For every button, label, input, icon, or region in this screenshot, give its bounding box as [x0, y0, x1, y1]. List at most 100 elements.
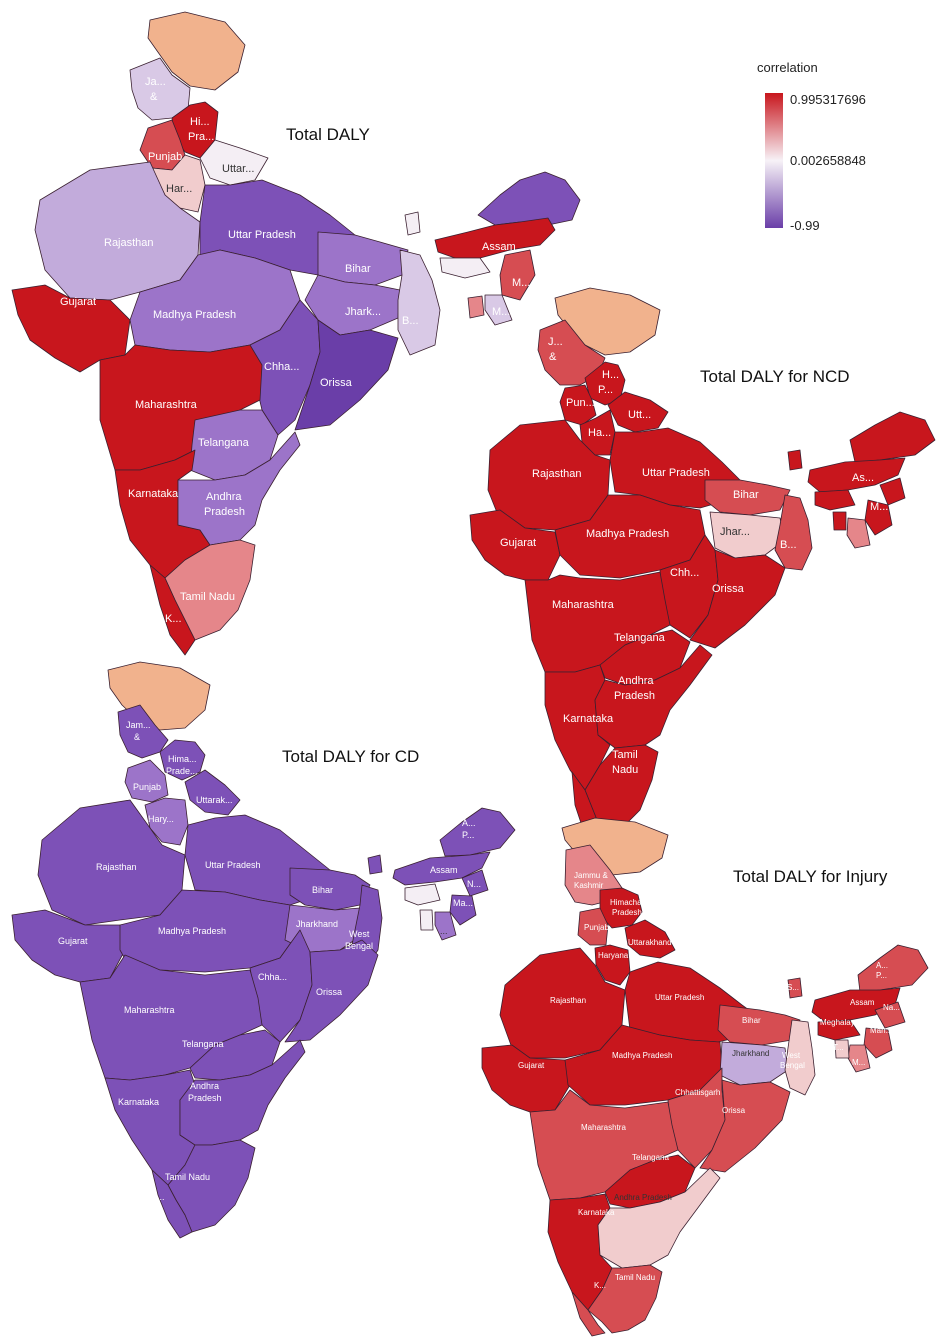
- region-bihar: [317, 231, 409, 286]
- label-meghalaya: ...: [440, 926, 448, 936]
- legend-mid-label: 0.002658848: [790, 153, 866, 168]
- label-jharkhand: Jharkhand: [732, 1049, 769, 1058]
- region-bihar: [704, 479, 791, 516]
- label-madhya-pradesh: Madhya Pradesh: [612, 1051, 672, 1060]
- region-arunachal: [849, 411, 936, 463]
- label-manipur: Ma...: [453, 898, 473, 908]
- region-tamil-nadu: [587, 1264, 663, 1334]
- label-arunachal-1: A...: [462, 818, 476, 828]
- label-chhattisgarh: Chhattisgarh: [675, 1088, 720, 1097]
- label-maharashtra: Maharashtra: [124, 1005, 175, 1015]
- label-mizoram: M...: [492, 306, 510, 318]
- region-telangana: [599, 629, 691, 686]
- region-jharkhand: [719, 1041, 789, 1086]
- region-orissa: [699, 1079, 791, 1173]
- region-manipur: [863, 1027, 893, 1059]
- label-mizoram: M...: [852, 1058, 865, 1067]
- label-gujarat: Gujarat: [58, 936, 88, 946]
- label-gujarat: Gujarat: [60, 296, 96, 308]
- region-kerala: [151, 1169, 193, 1239]
- label-tamil-nadu: Tamil Nadu: [165, 1172, 210, 1182]
- region-orissa: [294, 319, 399, 431]
- label-telangana: Telangana: [632, 1153, 669, 1162]
- legend: correlation 0.995317696 0.002658848 -0.9…: [757, 60, 866, 233]
- label-maharashtra: Maharashtra: [581, 1123, 626, 1132]
- region-manipur: [864, 499, 893, 536]
- label-uttar-pradesh: Uttar Pradesh: [655, 993, 704, 1002]
- label-jk-1: Ja...: [145, 76, 166, 88]
- region-kerala: [571, 1291, 606, 1337]
- label-west-bengal-1: West: [349, 929, 370, 939]
- region-uttarakhand: [607, 391, 669, 433]
- map-title-1: Total DALY: [286, 125, 370, 144]
- region-punjab: [559, 384, 597, 426]
- region-meghalaya: [404, 883, 441, 906]
- label-andhra-pradesh: Andhra Pradesh: [614, 1193, 672, 1202]
- label-haryana: Haryana: [598, 951, 629, 960]
- region-sikkim: [787, 449, 803, 471]
- legend-color-bar: [765, 93, 783, 228]
- region-orissa: [689, 549, 786, 649]
- region-tripura: [419, 909, 434, 931]
- label-mizoram: M...: [870, 501, 888, 513]
- region-himachal: [159, 739, 206, 781]
- label-hp-2: Pradesh: [612, 908, 642, 917]
- region-mizoram: [484, 294, 513, 326]
- label-kerala: K...: [165, 613, 182, 625]
- label-haryana: Ha...: [588, 427, 611, 439]
- region-arunachal: [477, 171, 581, 226]
- label-andhra-2: Pradesh: [614, 690, 655, 702]
- label-hp-2: Prade...: [166, 766, 198, 776]
- region-tripura: [832, 511, 847, 531]
- legend-title: correlation: [757, 60, 818, 75]
- map-title-4: Total DALY for Injury: [733, 867, 888, 886]
- label-karnataka: Karnataka: [128, 488, 179, 500]
- region-nagaland: [879, 477, 906, 506]
- label-rajasthan: Rajasthan: [532, 468, 582, 480]
- label-andhra-2: Pradesh: [188, 1093, 222, 1103]
- label-assam: Assam: [430, 865, 458, 875]
- label-west-bengal-2: Bengal: [780, 1061, 805, 1070]
- label-west-bengal-2: Bengal: [345, 941, 373, 951]
- label-punjab: Punjab: [148, 151, 182, 163]
- region-madhya-pradesh: [554, 494, 706, 579]
- label-west-bengal: B...: [402, 315, 419, 327]
- label-uttar-pradesh: Uttar Pradesh: [205, 860, 261, 870]
- label-nagaland: Na...: [883, 1003, 900, 1012]
- label-bihar: Bihar: [345, 263, 371, 275]
- label-jk-1: Jam...: [126, 720, 151, 730]
- label-jk-1: Jammu &: [574, 871, 608, 880]
- region-meghalaya: [439, 257, 491, 279]
- label-telangana: Telangana: [614, 632, 666, 644]
- region-telangana: [189, 1029, 281, 1081]
- label-kerala: Ke...: [146, 1192, 165, 1202]
- region-jk-disputed: [147, 11, 246, 91]
- label-uttarakhand: Uttar...: [222, 163, 254, 175]
- label-manipur: Man...: [870, 1026, 892, 1035]
- map-total-daly-injury: Total DALY for Injury Jammu & Kashmir Hi…: [481, 817, 929, 1337]
- label-hp-1: Hima...: [168, 754, 197, 764]
- region-west-bengal: [397, 249, 441, 356]
- label-andhra-1: Andhra: [618, 675, 654, 687]
- label-bihar: Bihar: [733, 489, 759, 501]
- region-madhya-pradesh: [564, 1024, 723, 1106]
- region-karnataka: [544, 664, 611, 791]
- map-total-daly-ncd: Total DALY for NCD J... & H... P... Pun.…: [469, 287, 936, 861]
- label-uttarakhand: Uttarakhand: [628, 938, 672, 947]
- region-telangana: [604, 1154, 696, 1209]
- region-orissa: [284, 939, 379, 1043]
- label-kerala: K...: [594, 1281, 606, 1290]
- label-tamil-nadu: Tamil Nadu: [615, 1273, 655, 1282]
- label-orissa: Orissa: [712, 583, 745, 595]
- label-bihar: Bihar: [312, 885, 333, 895]
- label-andhra-1: Andhra: [190, 1081, 219, 1091]
- label-punjab: Punjab: [133, 782, 161, 792]
- region-arunachal: [439, 807, 516, 857]
- label-gujarat: Gujarat: [500, 537, 536, 549]
- region-mizoram: [434, 911, 457, 941]
- label-hp-1: Himachal: [610, 898, 644, 907]
- label-karnataka: Karnataka: [578, 1208, 615, 1217]
- region-nagaland: [461, 869, 489, 897]
- label-jk-2: &: [150, 91, 158, 103]
